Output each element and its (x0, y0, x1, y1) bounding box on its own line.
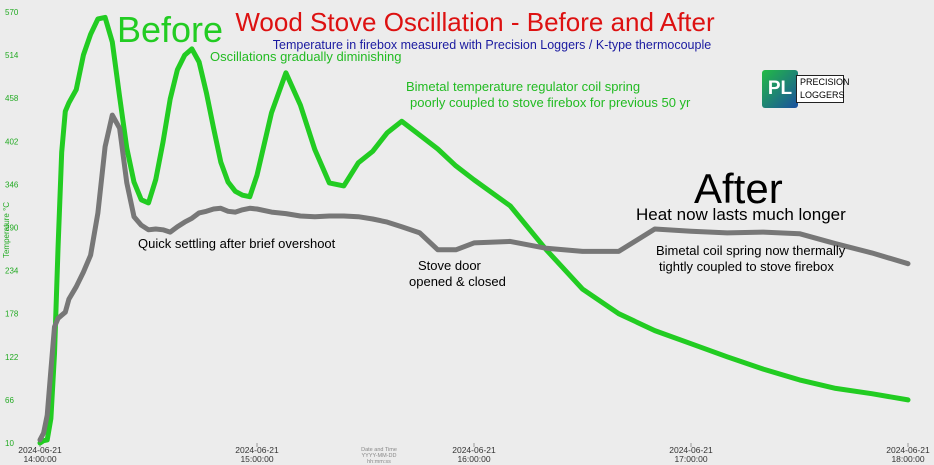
annotation: Stove door (418, 258, 481, 273)
x-tick-label: 2024-06-21 14:00:00 (18, 445, 62, 464)
logo-text: PRECISION LOGGERS (796, 75, 850, 103)
y-tick-label: 458 (5, 94, 19, 103)
y-tick-label: 234 (5, 267, 19, 276)
annotation: opened & closed (409, 274, 506, 289)
annotation: tightly coupled to stove firebox (659, 259, 834, 274)
x-tick-label: 2024-06-21 16:00:00 (452, 445, 496, 464)
y-tick-label: 178 (5, 310, 19, 319)
annotation: Before (117, 9, 224, 50)
chart-subtitle: Temperature in firebox measured with Pre… (272, 38, 712, 52)
logo: PL PRECISION LOGGERS (762, 70, 850, 108)
annotation: Bimetal temperature regulator coil sprin… (406, 79, 641, 94)
x-axis-label: Date and Time YYYY-MM-DD hh:mm:ss (361, 447, 397, 465)
x-tick-label: 2024-06-21 18:00:00 (886, 445, 930, 464)
logo-mark: PL (762, 70, 798, 108)
annotation: Quick settling after brief overshoot (138, 236, 336, 251)
y-tick-label: 66 (5, 396, 14, 405)
y-tick-label: 570 (5, 8, 19, 17)
annotation: Bimetal coil spring now thermally (656, 243, 846, 258)
y-tick-label: 290 (5, 224, 19, 233)
y-tick-label: 346 (5, 180, 19, 189)
annotation: Heat now lasts much longer (636, 205, 846, 224)
annotation: Oscillations gradually diminishing (210, 49, 402, 64)
logo-line: PRECISION (800, 77, 850, 87)
y-axis-label: Temperature °C (2, 202, 11, 258)
chart-title: Wood Stove Oscillation - Before and Afte… (235, 7, 715, 37)
x-tick-label: 2024-06-21 15:00:00 (235, 445, 279, 464)
line-series (37, 112, 911, 443)
logo-line: LOGGERS (800, 90, 845, 100)
x-tick-label: 2024-06-21 17:00:00 (669, 445, 713, 464)
y-tick-label: 514 (5, 51, 19, 60)
y-tick-label: 10 (5, 439, 14, 448)
annotation: poorly coupled to stove firebox for prev… (410, 95, 691, 110)
annotation: After (694, 165, 783, 212)
y-tick-label: 122 (5, 353, 19, 362)
y-tick-label: 402 (5, 137, 19, 146)
